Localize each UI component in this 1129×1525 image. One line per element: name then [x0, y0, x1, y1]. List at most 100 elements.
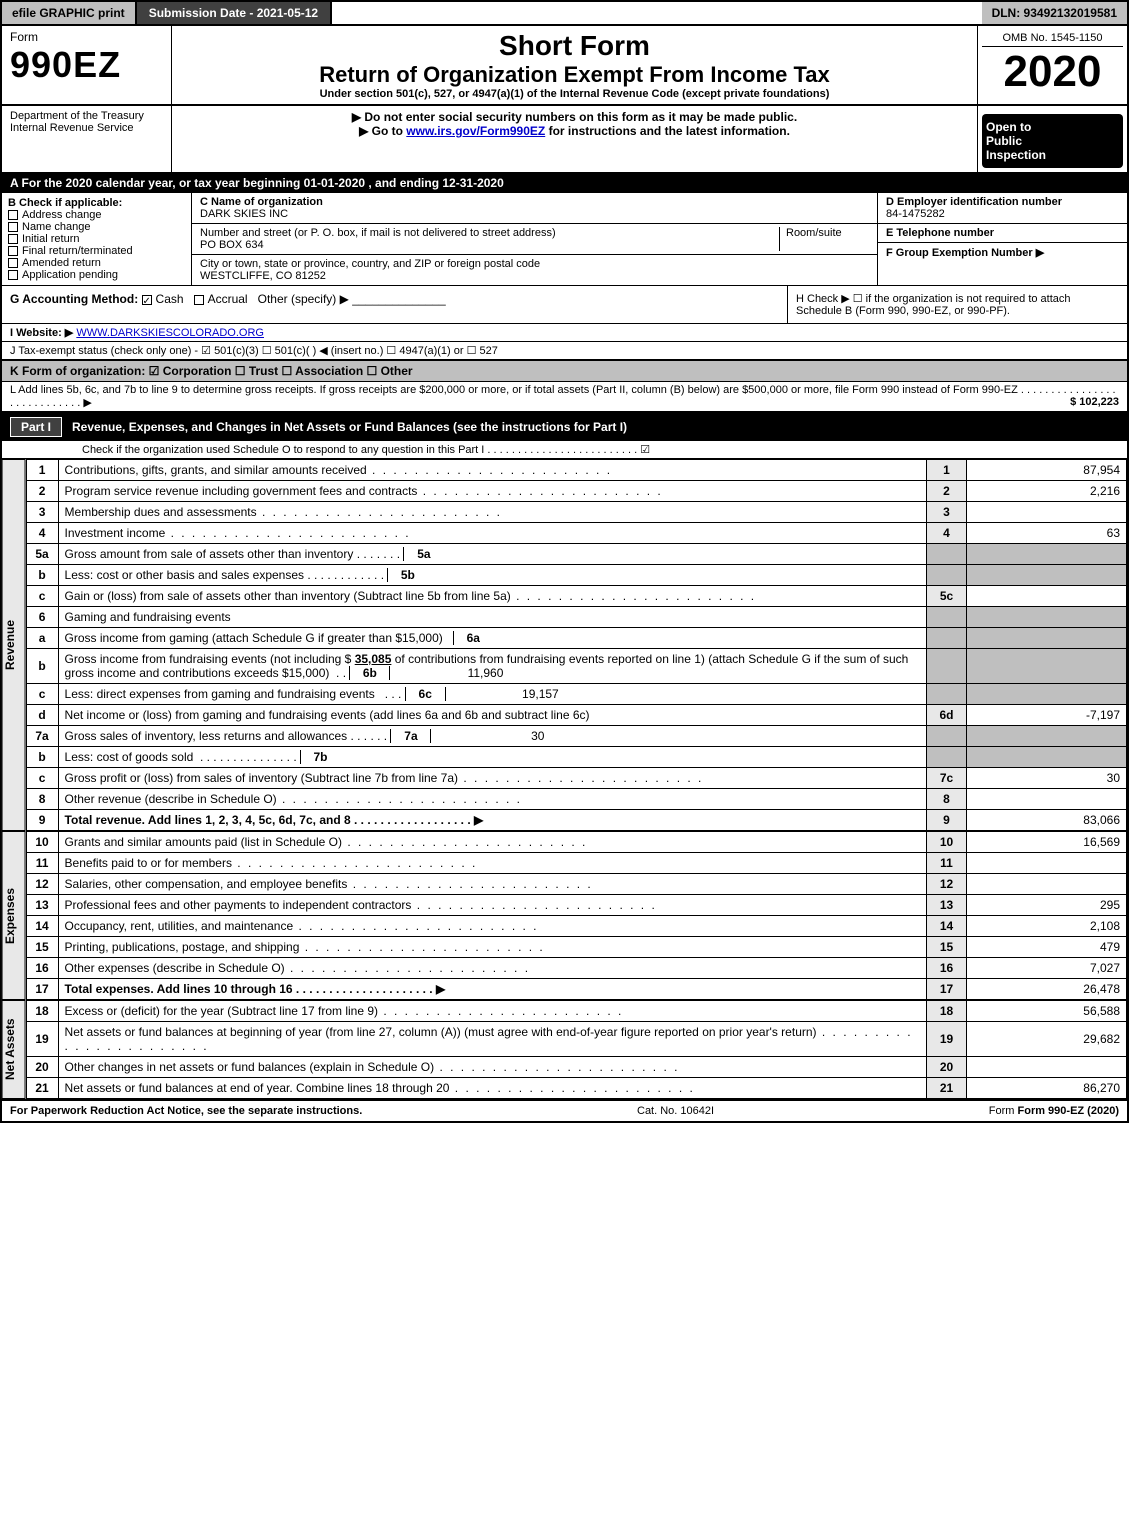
page-footer: For Paperwork Reduction Act Notice, see … [2, 1099, 1127, 1121]
row-k: K Form of organization: ☑ Corporation ☐ … [2, 360, 1127, 382]
line-14-desc: Occupancy, rent, utilities, and maintena… [58, 916, 926, 937]
line-7c-desc: Gross profit or (loss) from sales of inv… [58, 768, 926, 789]
cb-final-return[interactable] [8, 246, 18, 256]
org-name: DARK SKIES INC [200, 208, 288, 220]
footer-left: For Paperwork Reduction Act Notice, see … [10, 1105, 362, 1117]
open-public-inspection: Open to Public Inspection [982, 114, 1123, 168]
line-6c-subval: 19,157 [445, 687, 565, 701]
line-13-val: 295 [967, 895, 1127, 916]
c-name-label: C Name of organization [200, 196, 323, 208]
line-20-val [967, 1057, 1127, 1078]
cb-amended-return[interactable] [8, 258, 18, 268]
line-5c-desc: Gain or (loss) from sale of assets other… [58, 586, 926, 607]
box-c: C Name of organization DARK SKIES INC Nu… [192, 193, 877, 285]
footer-catno: Cat. No. 10642I [637, 1105, 714, 1117]
line-6d-val: -7,197 [967, 705, 1127, 726]
line-7c-val: 30 [967, 768, 1127, 789]
revenue-side-label: Revenue [2, 459, 26, 831]
subheader: Department of the Treasury Internal Reve… [2, 106, 1127, 173]
f-group-exemption: F Group Exemption Number ▶ [886, 247, 1044, 259]
ein-value: 84-1475282 [886, 208, 945, 220]
line-4-desc: Investment income [58, 523, 926, 544]
line-9-desc: Total revenue. Add lines 1, 2, 3, 4, 5c,… [58, 810, 926, 831]
line-10-val: 16,569 [967, 832, 1127, 853]
main-title: Return of Organization Exempt From Incom… [180, 62, 969, 88]
subtitle: Under section 501(c), 527, or 4947(a)(1)… [180, 88, 969, 100]
line-10-desc: Grants and similar amounts paid (list in… [58, 832, 926, 853]
line-14-val: 2,108 [967, 916, 1127, 937]
line-9-val: 83,066 [967, 810, 1127, 831]
cb-initial-return[interactable] [8, 234, 18, 244]
line-6-desc: Gaming and fundraising events [58, 607, 926, 628]
line-19-val: 29,682 [967, 1022, 1127, 1057]
form-container: efile GRAPHIC print Submission Date - 20… [0, 0, 1129, 1123]
box-def: D Employer identification number 84-1475… [877, 193, 1127, 285]
line-12-desc: Salaries, other compensation, and employ… [58, 874, 926, 895]
line-7a-subval: 30 [430, 729, 550, 743]
line-18-val: 56,588 [967, 1001, 1127, 1022]
efile-label: efile GRAPHIC print [2, 2, 137, 24]
line-19-desc: Net assets or fund balances at beginning… [58, 1022, 926, 1057]
omb-number: OMB No. 1545-1150 [982, 30, 1123, 47]
line-7b-desc: Less: cost of goods sold . . . . . . . .… [58, 747, 926, 768]
org-city: WESTCLIFFE, CO 81252 [200, 270, 326, 282]
revenue-table: 1Contributions, gifts, grants, and simil… [26, 459, 1127, 831]
expenses-side-label: Expenses [2, 831, 26, 1000]
goto-note: ▶ Go to www.irs.gov/Form990EZ for instru… [180, 124, 969, 138]
line-16-val: 7,027 [967, 958, 1127, 979]
part-1-label: Part I [10, 417, 62, 437]
row-i: I Website: ▶ WWW.DARKSKIESCOLORADO.ORG [2, 324, 1127, 342]
expenses-table: 10Grants and similar amounts paid (list … [26, 831, 1127, 1000]
website-link[interactable]: WWW.DARKSKIESCOLORADO.ORG [76, 327, 264, 339]
short-form-title: Short Form [180, 30, 969, 62]
line-8-val [967, 789, 1127, 810]
cb-application-pending[interactable] [8, 270, 18, 280]
dln-label: DLN: 93492132019581 [982, 2, 1127, 24]
row-g: G Accounting Method: Cash Accrual Other … [2, 286, 787, 323]
line-4-val: 63 [967, 523, 1127, 544]
city-label: City or town, state or province, country… [200, 258, 540, 270]
row-j: J Tax-exempt status (check only one) - ☑… [2, 342, 1127, 360]
line-11-desc: Benefits paid to or for members [58, 853, 926, 874]
line-15-desc: Printing, publications, postage, and shi… [58, 937, 926, 958]
line-6b-desc: Gross income from fundraising events (no… [58, 649, 926, 684]
line-6b-inline-amount: 35,085 [355, 652, 392, 666]
line-17-val: 26,478 [967, 979, 1127, 1000]
line-1-desc: Contributions, gifts, grants, and simila… [58, 460, 926, 481]
part-1-check: Check if the organization used Schedule … [2, 441, 1127, 459]
line-11-val [967, 853, 1127, 874]
row-l: L Add lines 5b, 6c, and 7b to line 9 to … [2, 382, 1127, 413]
line-13-desc: Professional fees and other payments to … [58, 895, 926, 916]
irs-link[interactable]: www.irs.gov/Form990EZ [406, 124, 545, 138]
netassets-table: 18Excess or (deficit) for the year (Subt… [26, 1000, 1127, 1099]
org-address: PO BOX 634 [200, 239, 264, 251]
expenses-section: Expenses 10Grants and similar amounts pa… [2, 831, 1127, 1000]
line-21-desc: Net assets or fund balances at end of ye… [58, 1078, 926, 1099]
line-1-val: 87,954 [967, 460, 1127, 481]
cb-name-change[interactable] [8, 222, 18, 232]
revenue-section: Revenue 1Contributions, gifts, grants, a… [2, 459, 1127, 831]
gross-receipts-total: $ 102,223 [1070, 396, 1119, 408]
tax-year: 2020 [982, 47, 1123, 97]
line-6c-desc: Less: direct expenses from gaming and fu… [58, 684, 926, 705]
line-12-val [967, 874, 1127, 895]
row-a-calendar-year: A For the 2020 calendar year, or tax yea… [2, 173, 1127, 193]
line-5a-desc: Gross amount from sale of assets other t… [58, 544, 926, 565]
submission-date: Submission Date - 2021-05-12 [137, 2, 332, 24]
e-phone-label: E Telephone number [886, 227, 994, 239]
line-16-desc: Other expenses (describe in Schedule O) [58, 958, 926, 979]
line-17-desc: Total expenses. Add lines 10 through 16 … [58, 979, 926, 1000]
info-block: B Check if applicable: Address change Na… [2, 193, 1127, 286]
cb-cash[interactable] [142, 295, 152, 305]
ssn-note: ▶ Do not enter social security numbers o… [180, 110, 969, 124]
addr-label: Number and street (or P. O. box, if mail… [200, 227, 556, 239]
form-number: 990EZ [10, 44, 121, 85]
line-5c-val [967, 586, 1127, 607]
row-h: H Check ▶ ☐ if the organization is not r… [787, 286, 1127, 323]
cb-address-change[interactable] [8, 210, 18, 220]
form-word: Form [10, 30, 38, 44]
line-8-desc: Other revenue (describe in Schedule O) [58, 789, 926, 810]
room-suite-label: Room/suite [786, 227, 842, 239]
cb-accrual[interactable] [194, 295, 204, 305]
line-3-val [967, 502, 1127, 523]
